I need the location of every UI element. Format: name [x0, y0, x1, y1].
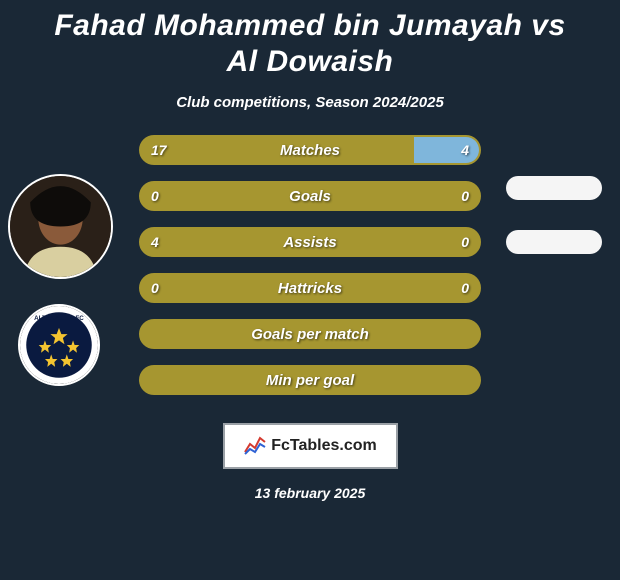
stat-bar: Goals per match — [139, 319, 481, 349]
page-title: Fahad Mohammed bin Jumayah vs Al Dowaish — [0, 8, 620, 80]
stat-bar: 00Goals — [139, 181, 481, 211]
side-pill — [506, 176, 602, 200]
stat-bar: Min per goal — [139, 365, 481, 395]
fctables-logo-icon — [243, 432, 267, 461]
stat-bar: 00Hattricks — [139, 273, 481, 303]
stat-label: Goals — [141, 183, 479, 209]
stat-bar: 40Assists — [139, 227, 481, 257]
date-text: 13 february 2025 — [0, 485, 620, 501]
stat-label: Hattricks — [141, 275, 479, 301]
comparison-infographic: Fahad Mohammed bin Jumayah vs Al Dowaish… — [0, 0, 620, 580]
stat-bar: 174Matches — [139, 135, 481, 165]
side-pill — [506, 230, 602, 254]
stat-label: Matches — [141, 137, 479, 163]
stat-label: Goals per match — [141, 321, 479, 347]
club-badge-icon: ALTAAWOUN FC — [20, 306, 98, 384]
svg-text:ALTAAWOUN FC: ALTAAWOUN FC — [34, 315, 84, 322]
player-avatar — [8, 174, 113, 279]
player-avatar-icon — [10, 176, 111, 277]
stat-label: Min per goal — [141, 367, 479, 393]
club-badge: ALTAAWOUN FC — [18, 304, 100, 386]
branding-box[interactable]: FcTables.com — [223, 423, 398, 469]
stat-label: Assists — [141, 229, 479, 255]
branding-text: FcTables.com — [271, 437, 377, 455]
page-subtitle: Club competitions, Season 2024/2025 — [0, 94, 620, 111]
